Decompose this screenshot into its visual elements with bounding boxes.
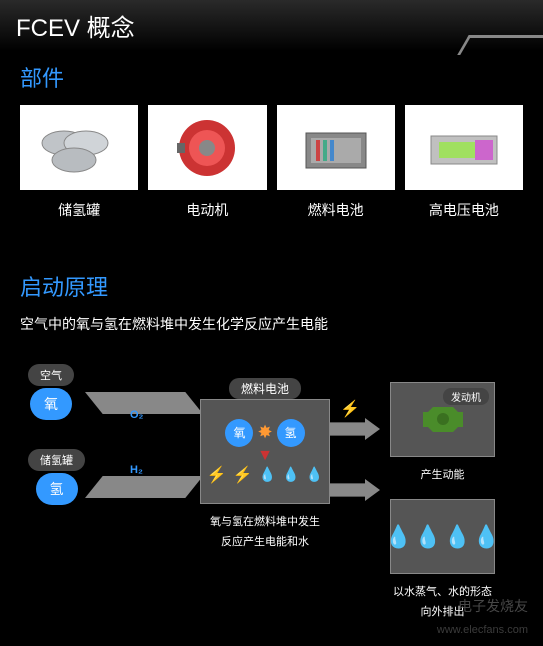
engine-output-box: 发动机 (390, 382, 495, 457)
water-output-box: 💧 💧 💧 💧 (390, 499, 495, 574)
spark-icon-2: ⚡ (233, 465, 253, 485)
tank-label: 储氢罐 (20, 200, 138, 220)
battery-label: 高电压电池 (405, 200, 523, 220)
watermark-text: 电子发烧友 (458, 596, 528, 616)
battery-image (405, 105, 523, 190)
principle-title: 启动原理 (20, 270, 523, 302)
fuelcell-label: 燃料电池 (277, 200, 395, 220)
fc-oxygen-pill: 氧 (225, 419, 253, 447)
component-tank: 储氢罐 (20, 105, 138, 220)
principle-section: 启动原理 空气中的氧与氢在燃料堆中发生化学反应产生电能 空气 氧 O₂ 储氢罐 … (0, 260, 543, 624)
fc-caption-l2: 反应产生电能和水 (200, 533, 330, 549)
drop-icon-2: 💧 (282, 466, 299, 483)
reaction-star-icon: ✸ (257, 422, 272, 443)
h2-label: H₂ (130, 464, 143, 476)
big-drop-icon-3: 💧 (444, 524, 471, 550)
component-fuelcell: 燃料电池 (277, 105, 395, 220)
hydrogen-input-node: 储氢罐 氢 (28, 449, 85, 505)
principle-description: 空气中的氧与氢在燃料堆中发生化学反应产生电能 (20, 314, 523, 334)
page-title: FCEV 概念 (16, 15, 135, 42)
fuelcell-output-row: ⚡ ⚡ 💧 💧 💧 (207, 465, 323, 485)
water-drops-row: 💧 💧 💧 💧 (385, 524, 501, 550)
fc-hydrogen-pill: 氢 (277, 419, 305, 447)
motor-image (148, 105, 266, 190)
o2-label: O₂ (130, 409, 143, 421)
fuelcell-box: 燃料电池 氧 ✸ 氢 ▼ ⚡ ⚡ 💧 💧 💧 (200, 399, 330, 504)
drop-icon-1: 💧 (259, 466, 276, 483)
watermark-url: www.elecfans.com (437, 624, 528, 636)
arrow-to-water (330, 479, 380, 501)
component-motor: 电动机 (148, 105, 266, 220)
page-header: FCEV 概念 (0, 0, 543, 51)
hydrogen-arrow (85, 476, 203, 498)
big-drop-icon-4: 💧 (473, 524, 500, 550)
fuelcell-reaction-row: 氧 ✸ 氢 (225, 419, 304, 447)
engine-caption: 产生动能 (390, 466, 495, 482)
component-battery: 高电压电池 (405, 105, 523, 220)
spark-to-engine-icon: ⚡ (340, 399, 360, 419)
big-drop-icon-2: 💧 (414, 524, 441, 550)
big-drop-icon-1: 💧 (385, 524, 412, 550)
corner-decoration (457, 35, 543, 55)
oxygen-input-node: 空气 氧 (28, 364, 74, 420)
engine-caption-wrap: 产生动能 (390, 462, 495, 482)
engine-label: 发动机 (443, 388, 489, 405)
motor-label: 电动机 (148, 200, 266, 220)
oxygen-pill: 氧 (30, 388, 72, 420)
fuelcell-image (277, 105, 395, 190)
tank-image (20, 105, 138, 190)
principle-diagram: 空气 氧 O₂ 储氢罐 氢 H₂ 燃料电池 氧 ✸ 氢 ▼ ⚡ ⚡ 💧 💧 (20, 354, 523, 614)
arrow-to-engine (330, 418, 380, 440)
components-grid: 储氢罐 电动机 (20, 105, 523, 220)
components-title: 部件 (20, 61, 523, 93)
drop-icon-3: 💧 (306, 466, 323, 483)
down-arrow-icon: ▼ (257, 447, 273, 465)
air-label: 空气 (28, 364, 74, 386)
tank-source-label: 储氢罐 (28, 449, 85, 471)
hydrogen-pill: 氢 (36, 473, 78, 505)
fuelcell-box-label: 燃料电池 (229, 378, 301, 399)
fc-caption-l1: 氧与氢在燃料堆中发生 (200, 513, 330, 529)
fuelcell-caption: 氧与氢在燃料堆中发生 反应产生电能和水 (200, 509, 330, 549)
spark-icon-1: ⚡ (207, 465, 227, 485)
oxygen-arrow (85, 392, 203, 414)
components-section: 部件 储氢罐 电动机 (0, 51, 543, 230)
